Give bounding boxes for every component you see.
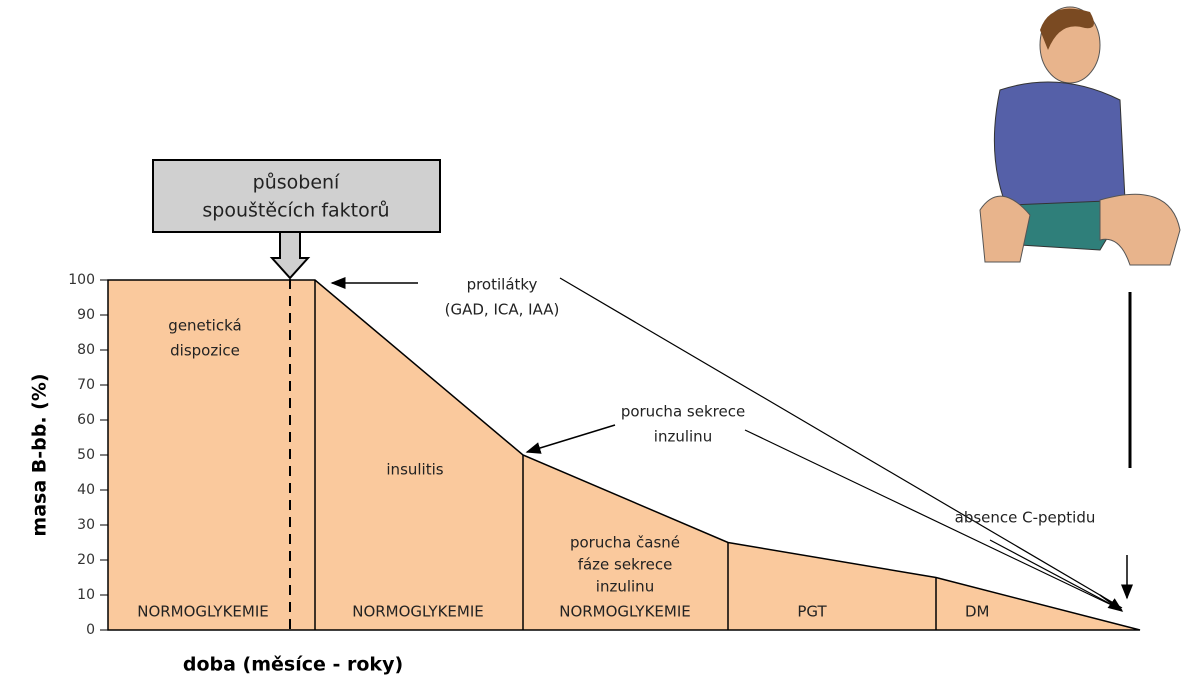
y-title: masa B-bb. (%) [29,373,51,536]
y-tick-label: 40 [77,482,95,498]
y-tick-label: 70 [77,377,95,393]
annotation: protilátky [467,276,538,294]
pointer [559,277,1123,609]
x-title: doba (měsíce - roky) [183,654,403,676]
pointer [989,539,1119,609]
trigger-text: spouštěcích faktorů [202,200,389,222]
annotation: inzulinu [654,428,712,446]
y-tick-label: 10 [77,587,95,603]
phase-label: NORMOGLYKEMIE [352,603,484,621]
arrow [1099,594,1124,612]
arrow [525,424,616,454]
region-label: insulitis [386,461,443,479]
annotation: porucha sekrece [621,403,745,421]
phase-label: DM [965,603,990,621]
region-label: fáze sekrece [578,556,673,574]
illustration [970,0,1184,275]
plot: 0 10 20 30 40 50 60 70 80 90 100 působení spouštěcíc… [68,159,1141,638]
phase-label: PGT [797,603,827,621]
region-label: porucha časné [570,534,680,552]
y-tick-label: 50 [77,447,95,463]
region-label: genetická [168,317,241,335]
annotation: (GAD, ICA, IAA) [445,301,560,319]
annotation: absence C-peptidu [955,509,1096,527]
y-tick-label: 30 [77,517,95,533]
y-tick-label: 80 [77,342,95,358]
y-tick-label: 60 [77,412,95,428]
region-label: dispozice [170,342,240,360]
trigger-text: působení [253,172,340,194]
phase-label: NORMOGLYKEMIE [559,603,691,621]
mass-area [107,279,1141,631]
y-tick-label: 20 [77,552,95,568]
y-tick-label: 0 [86,622,95,638]
trigger-arrow [269,231,311,280]
phase-label: NORMOGLYKEMIE [137,603,269,621]
pointer [744,429,1123,611]
y-tick-label: 90 [77,307,95,323]
region-label: inzulinu [596,578,654,596]
y-tick-label: 100 [68,272,95,288]
